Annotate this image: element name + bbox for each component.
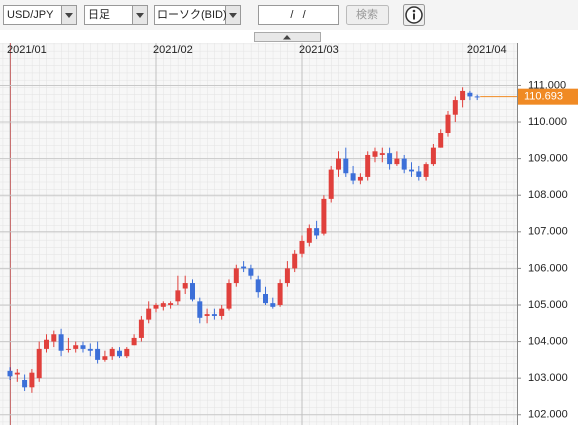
- candle-body: [138, 319, 144, 338]
- minor-grid: [0, 43, 517, 425]
- date-input[interactable]: / /: [258, 5, 339, 25]
- candle-body: [365, 154, 371, 177]
- candle-body: [423, 164, 429, 177]
- candle-body: [65, 348, 71, 350]
- axis-area: [517, 43, 578, 425]
- y-tick-label: 106.000: [528, 262, 568, 274]
- candle-body: [401, 158, 407, 170]
- y-tick-label: 110.000: [528, 116, 567, 128]
- period-text: 日足: [88, 9, 110, 21]
- y-tick-label: 107.000: [528, 226, 568, 238]
- candle-body: [58, 334, 64, 351]
- candle-body: [306, 228, 312, 243]
- candle-body: [460, 90, 466, 101]
- candle-body: [204, 314, 210, 316]
- candle-body: [117, 350, 122, 357]
- collapse-tab[interactable]: [254, 32, 321, 42]
- last-price-box: [518, 88, 578, 105]
- candle-body: [416, 171, 422, 177]
- candle-body: [87, 348, 93, 351]
- candle-body: [7, 370, 13, 377]
- pair-select[interactable]: USD/JPY: [3, 5, 77, 25]
- candle-body: [182, 283, 188, 289]
- candle-body: [438, 133, 444, 148]
- last-price-label: 110.693: [524, 91, 563, 103]
- candle-body: [372, 151, 378, 157]
- candle-body: [109, 348, 115, 357]
- y-tick-label: 103.000: [528, 372, 568, 384]
- candle-body: [95, 348, 101, 360]
- candle-body: [299, 240, 305, 254]
- y-tick-label: 104.000: [528, 335, 568, 347]
- candle-body: [175, 290, 181, 302]
- candle-body: [328, 169, 334, 199]
- candle-body: [22, 379, 28, 388]
- candle-body: [197, 301, 203, 318]
- y-tick-label: 109.000: [528, 153, 568, 165]
- candle-body: [190, 283, 195, 300]
- candle-body: [29, 372, 35, 388]
- chart-kind-text: ローソク(BID): [157, 8, 227, 21]
- candle-body: [233, 268, 239, 284]
- pair-text: USD/JPY: [7, 9, 54, 21]
- candle-body: [445, 114, 451, 134]
- chart: 102.000 103.000 104.000 105.000 106.000 107.0…: [0, 43, 578, 425]
- candle-body: [14, 372, 20, 375]
- x-tick-label: 2021/04: [467, 44, 507, 56]
- y-tick-label: 108.000: [528, 189, 568, 201]
- candle-body: [226, 283, 232, 309]
- candle-body: [51, 334, 57, 342]
- search-button[interactable]: 検索: [346, 5, 389, 25]
- candle-body: [343, 158, 349, 174]
- candle-body: [255, 279, 261, 293]
- candle-body: [160, 303, 166, 307]
- x-tick-label: 2021/03: [299, 44, 339, 56]
- candle-body: [168, 303, 174, 305]
- info-button[interactable]: [403, 4, 425, 26]
- candle-body: [102, 356, 108, 360]
- candle-body: [292, 253, 298, 269]
- y-tick-label: 111.000: [528, 79, 566, 91]
- candle-body: [131, 337, 137, 346]
- candle-body: [321, 198, 327, 234]
- candle-body: [467, 92, 473, 97]
- candle-body: [350, 173, 356, 181]
- candle-body: [73, 345, 79, 349]
- candle-body: [241, 266, 247, 269]
- candle-body: [474, 96, 480, 98]
- candle-body: [270, 303, 276, 307]
- candle-body: [357, 176, 363, 181]
- x-tick-label: 2021/01: [7, 44, 47, 56]
- candle-body: [263, 294, 268, 304]
- candle-body: [314, 228, 320, 236]
- candle-body: [36, 348, 42, 379]
- candle-body: [379, 153, 385, 155]
- x-tick-label: 2021/02: [153, 44, 193, 56]
- candle-body: [248, 268, 254, 276]
- chart-kind-select[interactable]: ローソク(BID): [154, 5, 241, 25]
- candle-body: [336, 158, 341, 170]
- candle-body: [80, 345, 86, 349]
- y-tick-label: 102.000: [528, 409, 568, 421]
- candle-body: [44, 339, 49, 349]
- period-select[interactable]: 日足: [84, 5, 148, 25]
- y-tick-label: 105.000: [528, 299, 568, 311]
- date-text: / /: [290, 9, 306, 21]
- candle-body: [387, 153, 393, 165]
- candle-body: [284, 268, 290, 284]
- candle-body: [146, 308, 152, 320]
- candle-body: [409, 169, 414, 172]
- candle-body: [277, 283, 283, 305]
- candle-body: [153, 304, 159, 309]
- candle-body: [124, 348, 130, 357]
- candle-body: [430, 147, 436, 165]
- candle-body: [452, 100, 458, 115]
- candle-body: [219, 308, 225, 316]
- candle-body: [394, 158, 400, 165]
- search-text: 検索: [356, 7, 378, 21]
- candle-body: [211, 314, 217, 316]
